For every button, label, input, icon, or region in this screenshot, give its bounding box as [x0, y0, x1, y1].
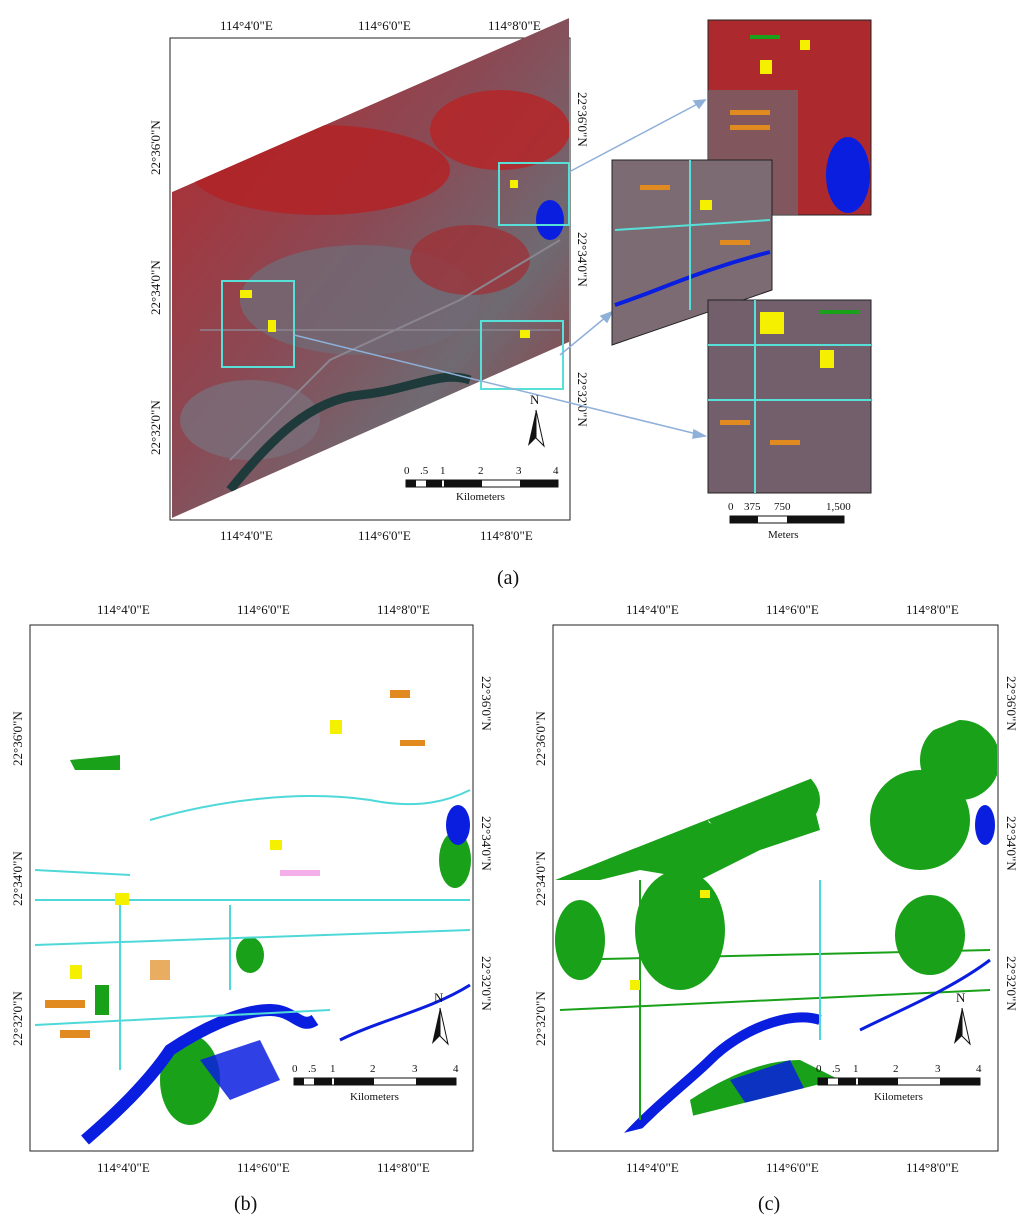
c-caption: (c) — [758, 1193, 780, 1215]
inset-scale-tick-1: 375 — [744, 501, 761, 513]
inset-connector-arrows — [293, 99, 708, 439]
a-north-label: N — [530, 392, 540, 407]
b-scale-tick-3: 2 — [370, 1063, 376, 1075]
inset-box-2 — [498, 162, 570, 226]
b-scale-tick-1: .5 — [308, 1063, 317, 1075]
a-lat-left-2: 22°34'0"N — [148, 260, 163, 315]
b-scale-tick-0: 0 — [292, 1063, 298, 1075]
a-scale-tick-5: 4 — [553, 465, 559, 477]
c-lon-bottom-3: 114°8'0"E — [906, 1160, 959, 1175]
a-scale-tick-2: 1 — [440, 465, 446, 477]
c-lat-left-2: 22°34'0"N — [533, 851, 548, 906]
a-lon-top-1: 114°4'0"E — [220, 18, 273, 33]
c-lat-right-2: 22°34'0"N — [1004, 816, 1019, 871]
c-lon-bottom-2: 114°6'0"E — [766, 1160, 819, 1175]
inset-2 — [611, 159, 773, 346]
a-caption: (a) — [497, 567, 519, 589]
a-lat-right-3: 22°32'0"N — [575, 372, 590, 427]
inset-scale-tick-2: 750 — [774, 501, 791, 513]
b-lat-left-1: 22°36'0"N — [10, 711, 25, 766]
inset-scale-tick-0: 0 — [728, 501, 734, 513]
c-lat-right-3: 22°32'0"N — [1004, 956, 1019, 1011]
false-color-image — [172, 18, 569, 518]
a-scale-tick-0: 0 — [404, 465, 410, 477]
c-north-label: N — [956, 990, 966, 1005]
c-scale-tick-4: 3 — [935, 1063, 941, 1075]
a-lon-bottom-1: 114°4'0"E — [220, 528, 273, 543]
b-lat-right-2: 22°34'0"N — [479, 816, 494, 871]
a-lon-top-3: 114°8'0"E — [488, 18, 541, 33]
b-lat-right-1: 22°36'0"N — [479, 676, 494, 731]
b-lat-left-3: 22°32'0"N — [10, 991, 25, 1046]
c-lon-top-3: 114°8'0"E — [906, 602, 959, 617]
classification-map-b — [34, 690, 471, 1145]
c-scale-tick-2: 1 — [853, 1063, 859, 1075]
a-scale-tick-4: 3 — [516, 465, 522, 477]
a-scale-unit: Kilometers — [456, 491, 505, 503]
b-lon-bottom-1: 114°4'0"E — [97, 1160, 150, 1175]
a-lat-left-1: 22°36'0"N — [148, 120, 163, 175]
c-scale-tick-3: 2 — [893, 1063, 899, 1075]
c-scale-tick-1: .5 — [832, 1063, 841, 1075]
b-lat-left-2: 22°34'0"N — [10, 851, 25, 906]
b-north-label: N — [434, 990, 444, 1005]
a-north-arrow-icon: N — [528, 392, 545, 448]
c-scale-unit: Kilometers — [874, 1091, 923, 1103]
b-caption: (b) — [234, 1193, 257, 1215]
inset-3 — [707, 299, 872, 494]
a-lat-right-1: 22°36'0"N — [575, 92, 590, 147]
c-lat-left-3: 22°32'0"N — [533, 991, 548, 1046]
b-lon-bottom-3: 114°8'0"E — [377, 1160, 430, 1175]
b-lat-right-3: 22°32'0"N — [479, 956, 494, 1011]
c-lon-top-1: 114°4'0"E — [626, 602, 679, 617]
panel-c: 114°4'0"E 114°6'0"E 114°8'0"E 114°4'0"E … — [533, 602, 1019, 1215]
inset-scale-unit: Meters — [768, 529, 799, 541]
b-lon-top-1: 114°4'0"E — [97, 602, 150, 617]
c-scale-bar: 0 .5 1 2 3 4 Kilometers — [816, 1063, 982, 1103]
b-scale-tick-4: 3 — [412, 1063, 418, 1075]
a-scale-tick-1: .5 — [420, 465, 429, 477]
c-lat-left-1: 22°36'0"N — [533, 711, 548, 766]
b-lon-top-3: 114°8'0"E — [377, 602, 430, 617]
c-scale-tick-5: 4 — [976, 1063, 982, 1075]
c-lat-right-1: 22°36'0"N — [1004, 676, 1019, 731]
c-scale-tick-0: 0 — [816, 1063, 822, 1075]
panel-b: 114°4'0"E 114°6'0"E 114°8'0"E 114°4'0"E … — [10, 602, 494, 1215]
inset-scale-bar: 0 375 750 1,500 Meters — [728, 501, 851, 541]
c-north-arrow-icon: N — [954, 990, 971, 1046]
c-lon-top-2: 114°6'0"E — [766, 602, 819, 617]
a-lon-bottom-3: 114°8'0"E — [480, 528, 533, 543]
inset-box-1 — [221, 280, 295, 368]
a-lat-left-3: 22°32'0"N — [148, 400, 163, 455]
inset-scale-tick-3: 1,500 — [826, 501, 851, 513]
b-scale-tick-2: 1 — [330, 1063, 336, 1075]
a-lon-top-2: 114°6'0"E — [358, 18, 411, 33]
b-lon-bottom-2: 114°6'0"E — [237, 1160, 290, 1175]
a-lat-right-2: 22°34'0"N — [575, 232, 590, 287]
b-scale-bar: 0 .5 1 2 3 4 Kilometers — [292, 1063, 459, 1103]
inset-box-3 — [480, 320, 564, 390]
panel-a: 114°4'0"E 114°6'0"E 114°8'0"E 114°4'0"E … — [148, 18, 872, 589]
c-lon-bottom-1: 114°4'0"E — [626, 1160, 679, 1175]
b-scale-tick-5: 4 — [453, 1063, 459, 1075]
b-lon-top-2: 114°6'0"E — [237, 602, 290, 617]
b-north-arrow-icon: N — [432, 990, 449, 1046]
b-scale-unit: Kilometers — [350, 1091, 399, 1103]
a-scale-tick-3: 2 — [478, 465, 484, 477]
a-scale-bar: 0 .5 1 2 3 4 Kilometers — [404, 465, 559, 503]
a-lon-bottom-2: 114°6'0"E — [358, 528, 411, 543]
